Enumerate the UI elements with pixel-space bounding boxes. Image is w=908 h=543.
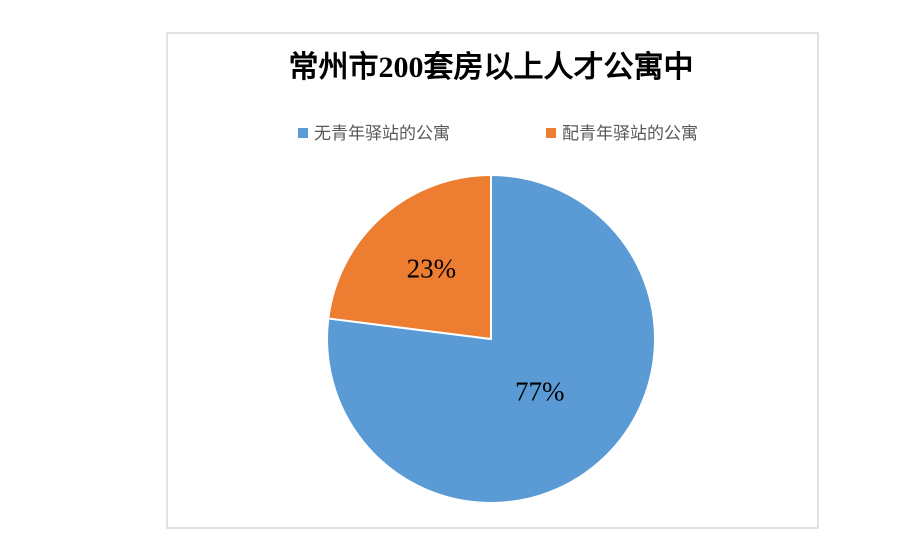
legend-label: 配青年驿站的公寓 — [562, 124, 698, 144]
chart-title: 常州市200套房以上人才公寓中 — [289, 50, 694, 84]
pie-slice — [327, 173, 492, 341]
value-label: 77% — [515, 377, 565, 407]
value-label: 23% — [407, 254, 457, 284]
legend-swatch — [298, 128, 308, 138]
legend-swatch — [546, 128, 556, 138]
legend-label: 无青年驿站的公寓 — [314, 124, 450, 144]
pie-slice — [326, 173, 656, 504]
